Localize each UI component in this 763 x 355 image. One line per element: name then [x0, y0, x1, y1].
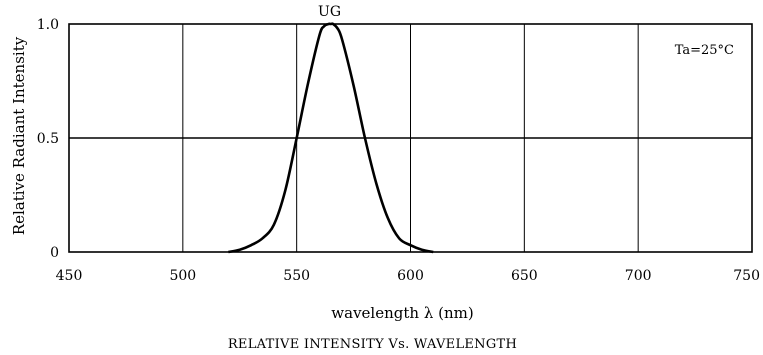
series-label-ug: UG — [318, 4, 341, 20]
y-tick-label: 0.5 — [37, 131, 59, 147]
y-axis-label: Relative Radiant Intensity — [10, 36, 28, 235]
x-tick-label: 450 — [56, 268, 83, 284]
series-line-ug — [228, 22, 434, 254]
x-tick-label: 550 — [283, 268, 310, 284]
grid-lines — [69, 24, 752, 252]
y-tick-labels: 0 0.5 1.0 — [37, 17, 59, 261]
plot-frame — [68, 23, 753, 253]
temperature-annotation: Ta=25°C — [675, 43, 734, 58]
x-tick-labels: 450 500 550 600 650 700 750 — [56, 268, 760, 284]
series-layer: UG — [228, 4, 434, 254]
x-tick-label: 750 — [733, 268, 760, 284]
y-tick-label: 1.0 — [37, 17, 59, 33]
x-tick-label: 650 — [511, 268, 538, 284]
x-axis-label: wavelength λ (nm) — [331, 304, 473, 322]
x-tick-label: 500 — [169, 268, 196, 284]
y-tick-label: 0 — [50, 245, 59, 261]
chart-title: RELATIVE INTENSITY Vs. WAVELENGTH — [228, 337, 517, 352]
x-tick-label: 600 — [397, 268, 424, 284]
x-tick-label: 700 — [625, 268, 652, 284]
